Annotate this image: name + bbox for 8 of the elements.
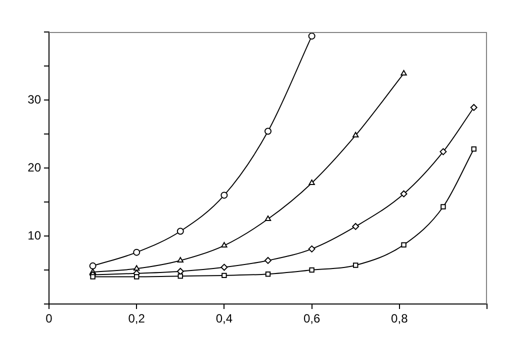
x-tick-label: 0,8 bbox=[391, 312, 408, 326]
y-tick-label: 10 bbox=[28, 228, 42, 242]
x-tick-label: 0,2 bbox=[128, 312, 146, 326]
x-tick-label: 0,6 bbox=[303, 312, 320, 326]
x-tick-label: 0 bbox=[46, 312, 53, 326]
y-tick-label: 20 bbox=[28, 160, 42, 174]
y-tick-label: 30 bbox=[28, 92, 42, 106]
x-tick-label: 0,4 bbox=[216, 312, 233, 326]
